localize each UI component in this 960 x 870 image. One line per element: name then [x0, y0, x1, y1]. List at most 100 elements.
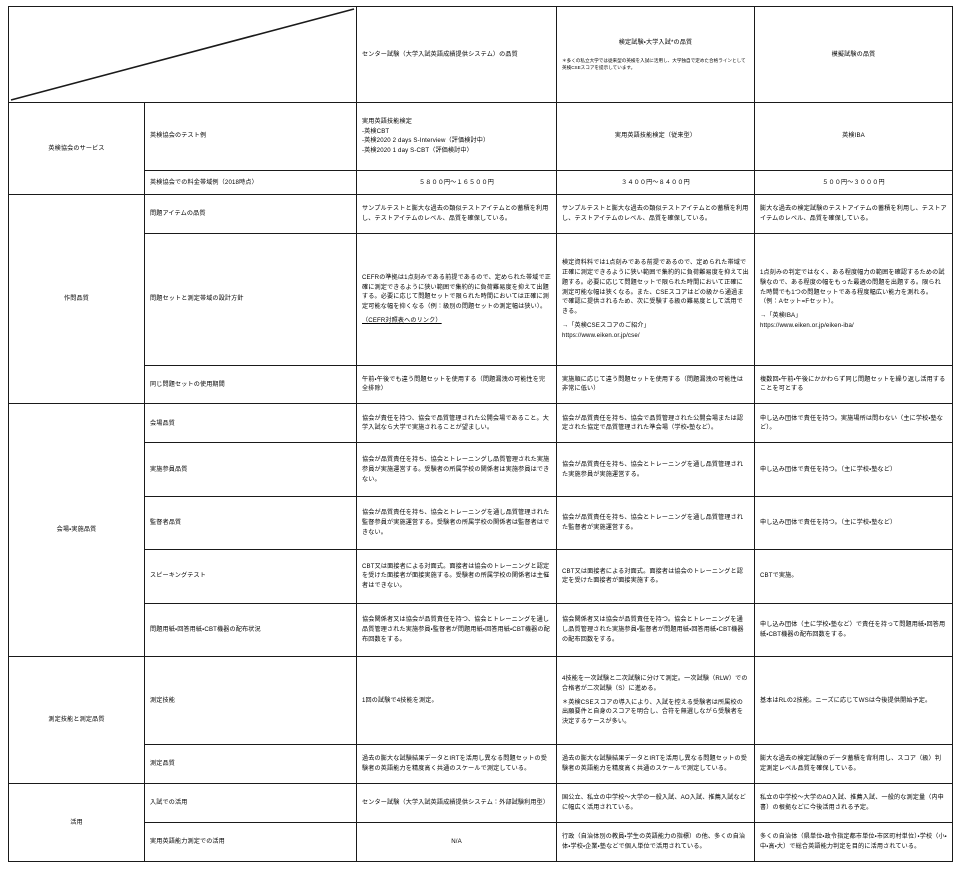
table-row: 問題セットと測定帯域の設計方針 CEFRの準拠は1点刻みである前提であるので、定… — [9, 233, 953, 366]
cell-lines: 実用英語技能検定 ‐英検CBT ‐英検2020 2 days S-Intervi… — [362, 117, 551, 156]
cell-center-practical-usage: N/A — [356, 821, 557, 863]
row-label-practical-usage: 実用英語能力測定での活用 — [144, 821, 357, 863]
group-label-item-quality: 作問品質 — [8, 194, 145, 405]
column-header-mogi-exam-label: 模擬試験の品質 — [831, 50, 876, 58]
row-label-materials-distribution: 問題用紙・回答用紙・CBT機器の配布状況 — [144, 602, 357, 657]
table-row: 問題用紙・回答用紙・CBT機器の配布状況 協会関係者又は協会が品質責任を持つ、協… — [9, 602, 953, 657]
table-row: 実施参員品質 協会が品質責任を持ち、協会とトレーニングし品質管理された実施参員が… — [9, 442, 953, 497]
column-header-kentei-exam-label: 検定試験・大学入試*の品質 — [618, 38, 693, 46]
cell-line: ‐英検2020 1 day S-CBT（評価検討中） — [362, 147, 473, 155]
cell-center-measurement-quality: 過去の膨大な試験結果データとIRTを活用し異なる問題セットの受験者の英語能力を精… — [356, 743, 557, 784]
table-row: 会場・実施品質 会場品質 協会が責任を持つ、協会で品質管理された公開会場であるこ… — [8, 403, 953, 657]
column-header-center-exam: センター試験（大学入試英語成績提供システム）の品質 — [356, 6, 557, 103]
cell-mogi-speaking-test: CBTで実施。 — [754, 549, 953, 604]
cell-center-test-examples: 実用英語技能検定 ‐英検CBT ‐英検2020 2 days S-Intervi… — [356, 102, 557, 171]
row-label-reuse-period: 同じ問題セットの使用期間 — [144, 364, 357, 405]
table-row: 活用 入試での活用 センター試験（大学入試英語成績提供システム：外部試験利用型）… — [8, 782, 953, 863]
cell-line: CEFRの準拠は1点刻みである前提であるので、定められた帯域で正確に測定できるよ… — [362, 273, 551, 311]
cell-kentei-speaking-test: CBT又は面接者による対面式。面接者は協会のトレーニングと認定を受けた面接者が面… — [556, 549, 755, 604]
column-header-center-exam-label: センター試験（大学入試英語成績提供システム）の品質 — [362, 50, 518, 58]
cell-kentei-staff-quality: 協会が品質責任を持ち、協会とトレーニングを通し品質管理された実施参員が実施運営す… — [556, 442, 755, 497]
cell-center-staff-quality: 協会が品質責任を持ち、協会とトレーニングし品質管理された実施参員が実施運営する。… — [356, 442, 557, 497]
cell-kentei-entrance-exam-usage: 国公立、私立の中学校～大学の一般入試、AO入試、推薦入試などに幅広く活用されてい… — [556, 782, 755, 823]
eiken-iba-link-label[interactable]: →「英検IBA」 — [760, 312, 802, 320]
cell-mogi-reuse-period: 複数回・午前・午後にかかわらず同じ問題セットを繰り返し活用することを可とする — [754, 364, 953, 405]
column-header-mogi-exam: 模擬試験の品質 — [754, 6, 953, 103]
cell-mogi-entrance-exam-usage: 私立の中学校～大学のAO入試、推薦入試、一般的な測定量（内申書）の根拠などに今後… — [754, 782, 953, 823]
row-label-venue-quality: 会場品質 — [144, 403, 357, 444]
cell-center-venue-quality: 協会が責任を持つ、協会で品質管理された公開会場であること。大学入試なら大学で実施… — [356, 403, 557, 444]
table-header-row: センター試験（大学入試英語成績提供システム）の品質 検定試験・大学入試*の品質 … — [8, 6, 953, 103]
cell-center-materials-distribution: 協会関係者又は協会が品質責任を持つ、協会とトレーニングを通し品質管理された実施参… — [356, 602, 557, 657]
table-row: 測定品質 過去の膨大な試験結果データとIRTを活用し異なる問題セットの受験者の英… — [9, 743, 953, 784]
cell-mogi-item-quality: 膨大な過去の検定試験のテストアイテムの蓄積を利用し、テストアイテムのレベル、品質… — [754, 194, 953, 235]
cell-mogi-skills-measured: 基本はRLの2技能。ニーズに応じてWSは今後提供開始予定。 — [754, 655, 953, 745]
cell-footnote: ＊英検CSEスコアの導入により、入試を控える受験者は所属校の出願要件と自身のスコ… — [562, 698, 744, 726]
cell-kentei-practical-usage: 行政（自治体別の教員・学生の英語能力の指標）の他、多くの自治体・学校・企業・塾な… — [556, 821, 755, 863]
table-row: スピーキングテスト CBT又は面接者による対面式。面接者は協会のトレーニングと認… — [9, 549, 953, 604]
row-label-skills-measured: 測定技能 — [144, 655, 357, 745]
cell-kentei-design-policy: 検定資料料では1点刻みである前提であるので、定められた帯域で正確に測定できるよう… — [556, 233, 755, 366]
table-row: 実用英語能力測定での活用 N/A 行政（自治体別の教員・学生の英語能力の指標）の… — [9, 821, 953, 863]
cell-mogi-test-examples: 英検IBA — [754, 102, 953, 171]
cse-score-url[interactable]: https://www.eiken.or.jp/cse/ — [562, 332, 640, 339]
group-label-venue-quality: 会場・実施品質 — [8, 403, 145, 657]
cell-mogi-price-range: ５００円～３０００円 — [754, 169, 953, 196]
cell-center-speaking-test: CBT又は面接者による対面式。面接者は協会のトレーニングと認定を受けた面接者が面… — [356, 549, 557, 604]
cell-center-item-quality: サンプルテストと膨大な過去の類似テストアイテムとの蓄積を利用し、テストアイテムの… — [356, 194, 557, 235]
corner-diagonal-cell — [8, 6, 357, 103]
group-label-service: 英検協会のサービス — [8, 101, 145, 196]
row-label-measurement-quality: 測定品質 — [144, 743, 357, 784]
row-label-proctor-quality: 監督者品質 — [144, 495, 357, 551]
cse-score-link-label[interactable]: →「英検CSEスコアのご紹介」 — [562, 322, 650, 330]
cell-line: ‐英検CBT — [362, 127, 390, 135]
group-label-usage: 活用 — [8, 782, 145, 863]
cell-center-proctor-quality: 協会が品質責任を持ち、協会とトレーニングを通し品質管理された監督参員が実施運営す… — [356, 495, 557, 551]
cell-line: 検定資料料では1点刻みである前提であるので、定められた帯域で正確に測定できるよう… — [562, 258, 749, 316]
cell-center-price-range: ５８００円～１６５００円 — [356, 169, 557, 196]
cell-line: 1点刻みの判定ではなく、ある程度幅力の範囲を確認するための試験なので、ある程度の… — [760, 268, 945, 306]
diagonal-line-icon — [9, 7, 356, 102]
cell-mogi-staff-quality: 申し込み団体で責任を持つ。（主に学校・塾など） — [754, 442, 953, 497]
cell-lines: CEFRの準拠は1点刻みである前提であるので、定められた帯域で正確に測定できるよ… — [362, 273, 551, 326]
column-header-kentei-footnote: ＊多くの私立大学では従来型の英検を入試に活用し、大学独自で定めた合格ラインとして… — [562, 57, 746, 70]
cell-kentei-item-quality: サンプルテストと膨大な過去の類似テストアイテムとの蓄積を利用し、テストアイテムの… — [556, 194, 755, 235]
cell-kentei-test-examples: 実用英語技能検定（従来型） — [556, 102, 755, 171]
cell-mogi-venue-quality: 申し込み団体で責任を持つ。実施場所は問わない（主に学校・塾など）。 — [754, 403, 953, 444]
group-label-measurement: 測定技能と測定品質 — [8, 655, 145, 784]
cell-lines: 検定資料料では1点刻みである前提であるので、定められた帯域で正確に測定できるよう… — [562, 258, 749, 341]
comparison-table: センター試験（大学入試英語成績提供システム）の品質 検定試験・大学入試*の品質 … — [8, 6, 953, 863]
cell-kentei-reuse-period: 実施順に応じて違う問題セットを使用する（問題漏洩の可能性は非常に低い） — [556, 364, 755, 405]
row-label-test-examples: 英検協会のテスト例 — [144, 102, 357, 171]
cell-mogi-design-policy: 1点刻みの判定ではなく、ある程度幅力の範囲を確認するための試験なので、ある程度の… — [754, 233, 953, 366]
cell-kentei-materials-distribution: 協会関係者又は協会が品質責任を持つ。協会とトレーニングを通し品質管理された実施参… — [556, 602, 755, 657]
row-label-price-range: 英検協会での料金帯域例（2018時点） — [144, 169, 357, 196]
cell-kentei-skills-measured: 4技能を一次試験と二次試験に分けて測定。一次試験（RLW）での合格者が二次試験（… — [556, 655, 755, 745]
cell-kentei-measurement-quality: 過去の膨大な試験結果データとIRTを活用し異なる問題セットの受験者の英語能力を精… — [556, 743, 755, 784]
cell-line: 4技能を一次試験と二次試験に分けて測定。一次試験（RLW）での合格者が二次試験（… — [562, 674, 748, 692]
cefr-reference-link[interactable]: （CEFR対照表へのリンク） — [362, 317, 442, 325]
cell-center-reuse-period: 午前・午後でも違う問題セットを使用する（問題漏洩の可能性を完全排除） — [356, 364, 557, 405]
row-label-design-policy: 問題セットと測定帯域の設計方針 — [144, 233, 357, 366]
cell-mogi-proctor-quality: 申し込み団体で責任を持つ。（主に学校・塾など） — [754, 495, 953, 551]
table-row: 監督者品質 協会が品質責任を持ち、協会とトレーニングを通し品質管理された監督参員… — [9, 495, 953, 551]
cell-kentei-venue-quality: 協会が品質責任を持ち、協会で品質管理された公開会場または認定された協定で品質管理… — [556, 403, 755, 444]
column-header-kentei-exam: 検定試験・大学入試*の品質 ＊多くの私立大学では従来型の英検を入試に活用し、大学… — [556, 6, 755, 103]
cell-kentei-proctor-quality: 協会が品質責任を持ち、協会とトレーニングを通し品質管理された監督者が実施運営する… — [556, 495, 755, 551]
cell-line: ‐英検2020 2 days S-Interview（評価検討中） — [362, 137, 490, 145]
row-label-speaking-test: スピーキングテスト — [144, 549, 357, 604]
cell-lines: 1点刻みの判定ではなく、ある程度幅力の範囲を確認するための試験なので、ある程度の… — [760, 268, 947, 331]
cell-line: 実用英語技能検定 — [362, 117, 412, 125]
table-row: 英検協会での料金帯域例（2018時点） ５８００円～１６５００円 ３４００円～８… — [9, 169, 953, 196]
cell-kentei-price-range: ３４００円～８４００円 — [556, 169, 755, 196]
table-row: 作問品質 問題アイテムの品質 サンプルテストと膨大な過去の類似テストアイテムとの… — [8, 194, 953, 405]
table-row: 測定技能と測定品質 測定技能 1回の試験で4技能を測定。 4技能を一次試験と二次… — [8, 655, 953, 784]
table-row: 英検協会のサービス 英検協会のテスト例 実用英語技能検定 ‐英検CBT ‐英検2… — [8, 101, 953, 196]
table-row: 同じ問題セットの使用期間 午前・午後でも違う問題セットを使用する（問題漏洩の可能… — [9, 364, 953, 405]
row-label-item-quality: 問題アイテムの品質 — [144, 194, 357, 235]
cell-lines: 4技能を一次試験と二次試験に分けて測定。一次試験（RLW）での合格者が二次試験（… — [562, 674, 749, 727]
cell-center-design-policy: CEFRの準拠は1点刻みである前提であるので、定められた帯域で正確に測定できるよ… — [356, 233, 557, 366]
row-label-staff-quality: 実施参員品質 — [144, 442, 357, 497]
eiken-iba-url[interactable]: https://www.eiken.or.jp/eiken-iba/ — [760, 322, 854, 330]
